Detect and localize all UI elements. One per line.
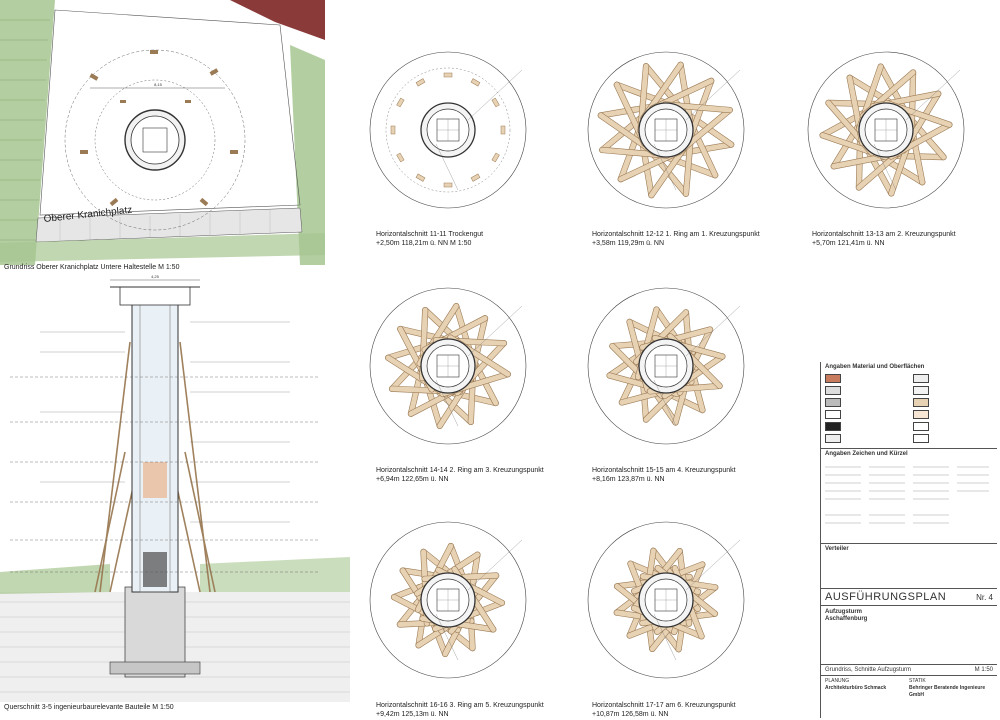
section-caption-6: Horizontalschnitt 16-16 3. Ring am 5. Kr… (376, 702, 544, 718)
title-block: Angaben Material und Oberflächen Angaben… (820, 362, 997, 718)
site-plan: 8,15 Oberer Kranichplatz (0, 0, 325, 265)
horizontal-section-4 (369, 287, 527, 445)
footing (443, 182, 453, 188)
section-caption-5: Horizontalschnitt 15-15 am 4. Kreuzungsp… (592, 467, 736, 483)
horizontal-section-6 (369, 521, 527, 679)
vertical-section: 4,25 (0, 274, 350, 702)
horizontal-section-5 (587, 287, 745, 445)
footing (390, 125, 396, 135)
svg-text:4,25: 4,25 (151, 274, 160, 279)
footing (470, 173, 481, 182)
footing (415, 78, 426, 87)
horizontal-section-2 (587, 51, 745, 209)
horizontal-section-7 (587, 521, 745, 679)
plan-number: Nr. 4 (976, 592, 993, 602)
horizontal-section-1 (369, 51, 527, 209)
planner-name: Architekturbüro Schmack (825, 685, 887, 691)
footing (491, 152, 500, 163)
footing (396, 97, 405, 108)
section-caption-3: Horizontalschnitt 13-13 am 2. Kreuzungsp… (812, 231, 956, 247)
footing (443, 72, 453, 78)
project-name-1: Aufzugsturm (825, 609, 862, 615)
site-plan-title: Grundriss Oberer Kranichplatz Untere Hal… (4, 264, 180, 271)
project-name-2: Aschaffenburg (825, 616, 868, 622)
grass-left (0, 0, 55, 265)
symbols-table (825, 466, 989, 524)
footing (415, 173, 426, 182)
sheet-scale: M 1:50 (974, 667, 993, 673)
section-caption-1: Horizontalschnitt 11-11 Trockengut +2,50m… (376, 231, 484, 247)
footing (491, 97, 500, 108)
sheet-title: Grundriss, Schnitte Aufzugsturm (825, 667, 912, 673)
distributor-label: Verteiler (825, 546, 849, 552)
symbols-heading: Angaben Zeichen und Kürzel (825, 451, 908, 457)
materials-legend (821, 372, 997, 444)
footing (396, 152, 405, 163)
section-title: Querschnitt 3-5 ingenieurbaurelevante Ba… (4, 704, 174, 711)
horizontal-section-3 (807, 51, 965, 209)
section-caption-4: Horizontalschnitt 14-14 2. Ring am 3. Kr… (376, 467, 544, 483)
footing (500, 125, 506, 135)
road-band (230, 0, 325, 40)
footing (470, 78, 481, 87)
structure-label: STATIK (909, 678, 926, 684)
plan-title: AUSFÜHRUNGSPLAN (825, 591, 947, 603)
section-caption-7: Horizontalschnitt 17-17 am 6. Kreuzungsp… (592, 702, 736, 718)
ground-fill (0, 557, 350, 702)
structure-name: Behringer Beratende Ingenieure GmbH (909, 685, 986, 698)
section-caption-2: Horizontalschnitt 12-12 1. Ring am 1. Kr… (592, 231, 760, 247)
planner-label: PLANUNG (825, 678, 850, 684)
materials-heading: Angaben Material und Oberflächen (825, 364, 925, 370)
svg-text:8,15: 8,15 (154, 82, 163, 87)
